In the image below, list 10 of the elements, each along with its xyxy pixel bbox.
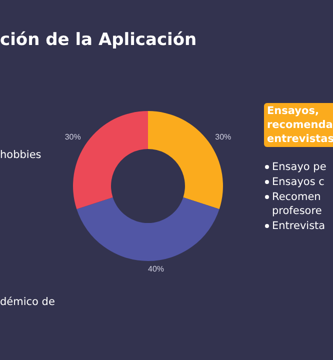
text: Entrevista [271,219,326,233]
text: Recomen profesore [271,190,322,218]
text: démico de [0,295,55,309]
data-label: 30% [64,132,81,142]
data-label: 30% [215,132,232,142]
data-label: 40% [148,264,164,274]
text: hobbies [0,148,42,162]
chart-title: ción de la Aplicación [0,30,197,50]
text: Ensayo pe [271,160,326,174]
text: Ensayos c [271,175,324,189]
